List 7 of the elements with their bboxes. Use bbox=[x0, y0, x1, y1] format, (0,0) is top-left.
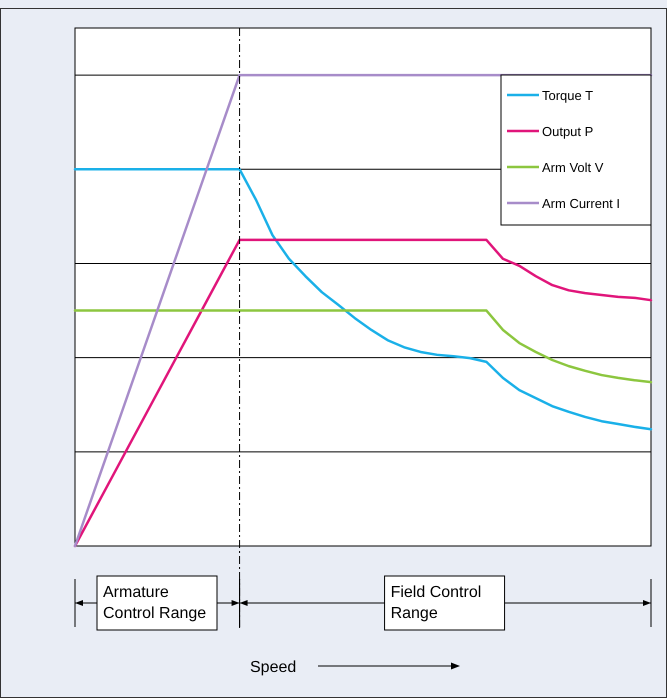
text: Armature Control Range bbox=[103, 584, 206, 622]
text: Field Control Range bbox=[390, 584, 482, 622]
legend-label: Torque T bbox=[542, 88, 594, 103]
text: Speed bbox=[250, 659, 296, 676]
legend-label: Output P bbox=[542, 124, 594, 139]
legend-label: Arm Current I bbox=[542, 196, 620, 211]
legend-label: Arm Volt V bbox=[542, 160, 604, 175]
